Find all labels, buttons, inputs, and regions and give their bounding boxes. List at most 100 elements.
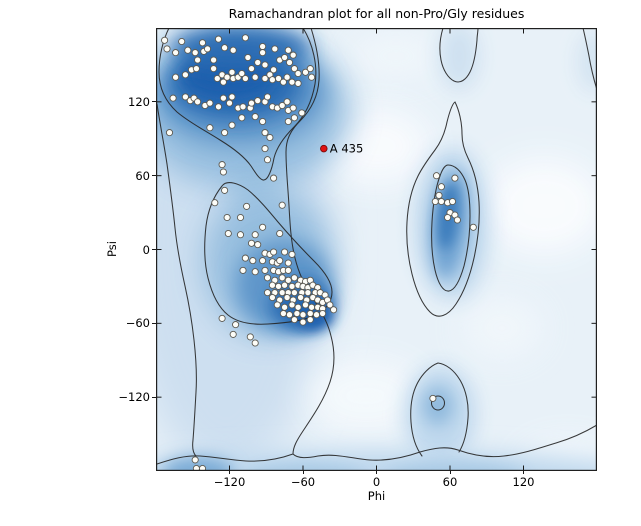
data-point[interactable] — [224, 229, 232, 238]
data-point[interactable] — [285, 311, 294, 319]
data-point[interactable] — [284, 276, 292, 284]
data-point[interactable] — [290, 289, 298, 297]
data-point[interactable] — [165, 129, 174, 137]
data-point[interactable] — [293, 309, 301, 318]
data-point[interactable] — [163, 45, 171, 53]
data-point[interactable] — [219, 94, 227, 102]
data-point[interactable] — [218, 161, 226, 169]
data-point[interactable] — [249, 257, 257, 265]
data-point[interactable] — [326, 301, 334, 309]
data-point[interactable] — [429, 394, 437, 402]
data-point[interactable] — [259, 49, 267, 57]
data-point[interactable] — [437, 183, 445, 191]
data-point[interactable] — [283, 73, 291, 81]
data-point[interactable] — [241, 254, 249, 262]
data-point[interactable] — [306, 309, 314, 318]
data-point[interactable] — [228, 121, 236, 129]
data-point[interactable] — [270, 174, 278, 182]
data-point[interactable] — [299, 318, 307, 326]
data-point[interactable] — [301, 301, 310, 309]
data-point[interactable] — [444, 213, 452, 222]
data-point[interactable] — [263, 274, 272, 282]
data-point[interactable] — [221, 44, 229, 52]
data-point[interactable] — [247, 99, 256, 107]
data-point[interactable] — [290, 114, 298, 122]
data-point[interactable] — [247, 65, 256, 73]
data-point[interactable] — [274, 74, 283, 83]
data-point[interactable] — [259, 117, 267, 126]
data-point[interactable] — [238, 69, 246, 78]
data-point[interactable] — [281, 281, 289, 289]
data-point[interactable] — [278, 289, 286, 297]
data-point[interactable] — [223, 73, 231, 81]
data-point[interactable] — [270, 248, 278, 256]
data-point[interactable] — [246, 333, 254, 341]
data-point[interactable] — [210, 56, 218, 64]
data-point[interactable] — [432, 172, 441, 180]
data-point[interactable] — [435, 191, 443, 199]
data-point[interactable] — [308, 73, 316, 81]
data-point[interactable] — [270, 66, 278, 74]
data-point[interactable] — [261, 145, 269, 153]
data-point[interactable] — [194, 56, 202, 64]
data-point[interactable] — [236, 213, 245, 222]
data-point[interactable] — [218, 314, 226, 322]
data-point[interactable] — [228, 68, 236, 76]
data-point[interactable] — [211, 199, 219, 207]
data-point[interactable] — [288, 78, 296, 86]
data-point[interactable] — [219, 168, 227, 176]
data-point[interactable] — [306, 316, 314, 324]
data-point[interactable] — [181, 71, 189, 79]
data-point[interactable] — [268, 293, 276, 302]
scatter-points[interactable] — [161, 34, 477, 471]
data-point[interactable] — [214, 35, 223, 43]
plot-canvas[interactable]: A 435 — [156, 28, 597, 471]
data-point[interactable] — [284, 117, 292, 126]
plot-area[interactable]: A 435 — [156, 28, 597, 471]
data-point[interactable] — [284, 266, 292, 274]
data-point[interactable] — [266, 133, 274, 142]
data-point[interactable] — [281, 248, 289, 256]
data-point[interactable] — [254, 97, 262, 105]
data-point[interactable] — [191, 456, 199, 464]
data-point[interactable] — [213, 74, 221, 83]
data-point[interactable] — [194, 98, 202, 106]
data-point[interactable] — [210, 65, 218, 73]
data-point[interactable] — [298, 109, 306, 117]
data-point[interactable] — [283, 293, 291, 302]
data-point[interactable] — [285, 58, 294, 67]
data-point[interactable] — [294, 69, 302, 78]
data-point[interactable] — [206, 99, 214, 107]
data-point[interactable] — [181, 93, 189, 101]
data-point[interactable] — [283, 98, 291, 106]
data-point[interactable] — [241, 74, 249, 83]
data-point[interactable] — [184, 46, 192, 54]
data-point[interactable] — [268, 281, 276, 289]
data-point[interactable] — [169, 94, 177, 102]
data-point[interactable] — [251, 268, 259, 276]
data-point[interactable] — [451, 174, 459, 182]
data-point[interactable] — [276, 229, 284, 238]
data-point[interactable] — [259, 223, 267, 231]
data-point[interactable] — [278, 274, 286, 282]
data-point[interactable] — [239, 103, 247, 111]
data-point[interactable] — [221, 129, 229, 137]
data-point[interactable] — [241, 34, 249, 42]
data-point[interactable] — [239, 266, 247, 274]
data-point[interactable] — [261, 129, 269, 137]
data-point[interactable] — [236, 231, 245, 239]
data-point[interactable] — [284, 46, 292, 54]
data-point[interactable] — [469, 223, 477, 231]
data-point[interactable] — [192, 65, 200, 73]
data-point[interactable] — [261, 266, 269, 274]
data-point[interactable] — [297, 293, 305, 302]
data-point[interactable] — [271, 45, 279, 53]
data-point[interactable] — [263, 289, 272, 297]
data-point[interactable] — [276, 257, 284, 265]
data-point[interactable] — [268, 76, 276, 84]
data-point[interactable] — [279, 309, 287, 318]
data-point[interactable] — [251, 339, 259, 347]
data-point[interactable] — [312, 311, 321, 319]
data-point[interactable] — [274, 282, 283, 290]
data-point[interactable] — [294, 79, 302, 87]
